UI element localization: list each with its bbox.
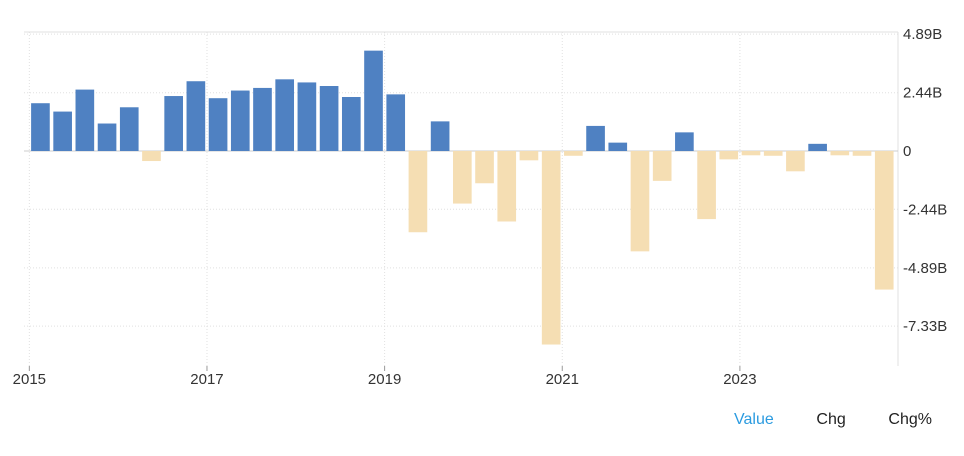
bar	[186, 81, 206, 151]
bar	[541, 151, 561, 345]
bar	[408, 151, 428, 233]
bar	[230, 90, 250, 151]
y-tick-label: -2.44B	[903, 201, 947, 218]
bar	[364, 50, 383, 152]
bar	[475, 151, 494, 184]
tab-value[interactable]: Value	[734, 411, 774, 428]
x-tick-label: 2021	[546, 371, 579, 388]
bar	[675, 132, 694, 151]
bar	[874, 151, 894, 290]
bar	[763, 151, 783, 156]
bar	[142, 151, 161, 162]
bar	[564, 151, 583, 156]
bar	[164, 96, 183, 151]
bar	[608, 142, 628, 151]
y-tick-label: -7.33B	[903, 318, 947, 335]
bar	[31, 103, 50, 151]
tab-chg[interactable]: Chg	[816, 411, 846, 428]
x-tick-label: 2019	[368, 371, 401, 388]
y-tick-label: 0	[903, 143, 911, 160]
bar	[586, 125, 605, 151]
bar	[453, 151, 472, 204]
bar	[852, 151, 872, 156]
bar	[630, 151, 650, 252]
y-axis-labels: 4.89B 2.44B 0 -2.44B -4.89B -7.33B	[903, 26, 947, 335]
bar	[319, 86, 339, 151]
x-tick-label: 2023	[723, 371, 756, 388]
tab-chg-percent[interactable]: Chg%	[888, 411, 932, 428]
bar	[741, 151, 761, 156]
bar	[341, 97, 361, 151]
view-tabs: Value Chg Chg%	[728, 409, 938, 433]
bar	[497, 151, 517, 222]
bar	[275, 79, 295, 151]
y-tick-label: 4.89B	[903, 26, 942, 43]
bar	[297, 82, 317, 151]
bar	[808, 143, 827, 151]
bar	[519, 151, 539, 161]
bars	[31, 50, 894, 345]
x-axis-labels: 2015 2017 2019 2021 2023	[13, 371, 757, 388]
bar	[786, 151, 805, 172]
x-tick-label: 2015	[13, 371, 46, 388]
bar	[253, 87, 272, 151]
bar	[697, 151, 716, 220]
bar	[652, 151, 672, 181]
y-tick-label: 2.44B	[903, 85, 942, 102]
bar	[208, 98, 228, 151]
bar	[386, 94, 406, 151]
bar	[719, 151, 739, 160]
bar	[75, 89, 95, 151]
bar	[119, 107, 139, 151]
bar	[430, 121, 450, 151]
x-tick-label: 2017	[190, 371, 223, 388]
bar	[97, 123, 117, 151]
y-tick-label: -4.89B	[903, 260, 947, 277]
bar	[53, 111, 72, 151]
bar	[830, 151, 850, 156]
